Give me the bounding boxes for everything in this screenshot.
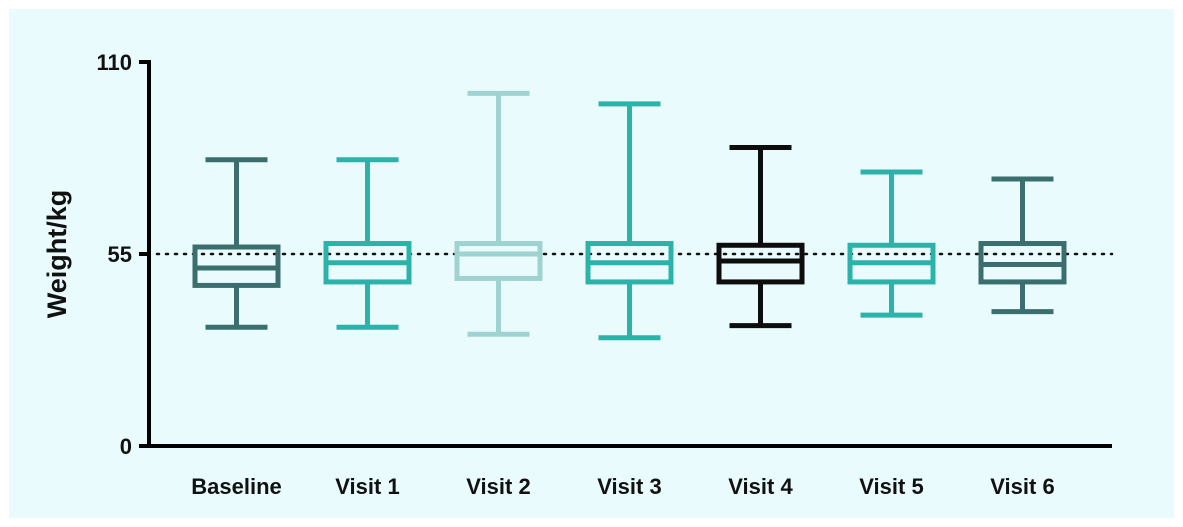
x-tick-label: Visit 1 <box>335 474 399 499</box>
iqr-box <box>454 241 543 281</box>
x-tick-label: Visit 2 <box>466 474 530 499</box>
iqr-box <box>716 242 805 285</box>
box-baseline <box>192 157 281 330</box>
box-visit-4 <box>716 145 805 329</box>
box-visit-6 <box>978 176 1067 315</box>
boxes <box>192 90 1067 341</box>
box-visit-1 <box>323 157 412 330</box>
box-visit-5 <box>847 169 936 318</box>
x-tick-label: Visit 5 <box>859 474 923 499</box>
box-visit-2 <box>454 90 543 337</box>
box-visit-3 <box>585 101 674 341</box>
x-tick-labels: Baseline Visit 1 Visit 2 Visit 3 Visit 4 Visi… <box>191 474 1054 499</box>
x-tick-label: Visit 3 <box>597 474 661 499</box>
y-ticks: 0 55 110 <box>97 50 149 459</box>
y-tick-label: 55 <box>108 242 132 267</box>
y-tick-label: 0 <box>120 434 132 459</box>
y-tick-label: 110 <box>97 50 133 75</box>
y-axis-title: Weight/kg <box>42 190 72 319</box>
x-tick-label: Baseline <box>191 474 282 499</box>
x-tick-label: Visit 6 <box>990 474 1054 499</box>
x-tick-label: Visit 4 <box>728 474 793 499</box>
